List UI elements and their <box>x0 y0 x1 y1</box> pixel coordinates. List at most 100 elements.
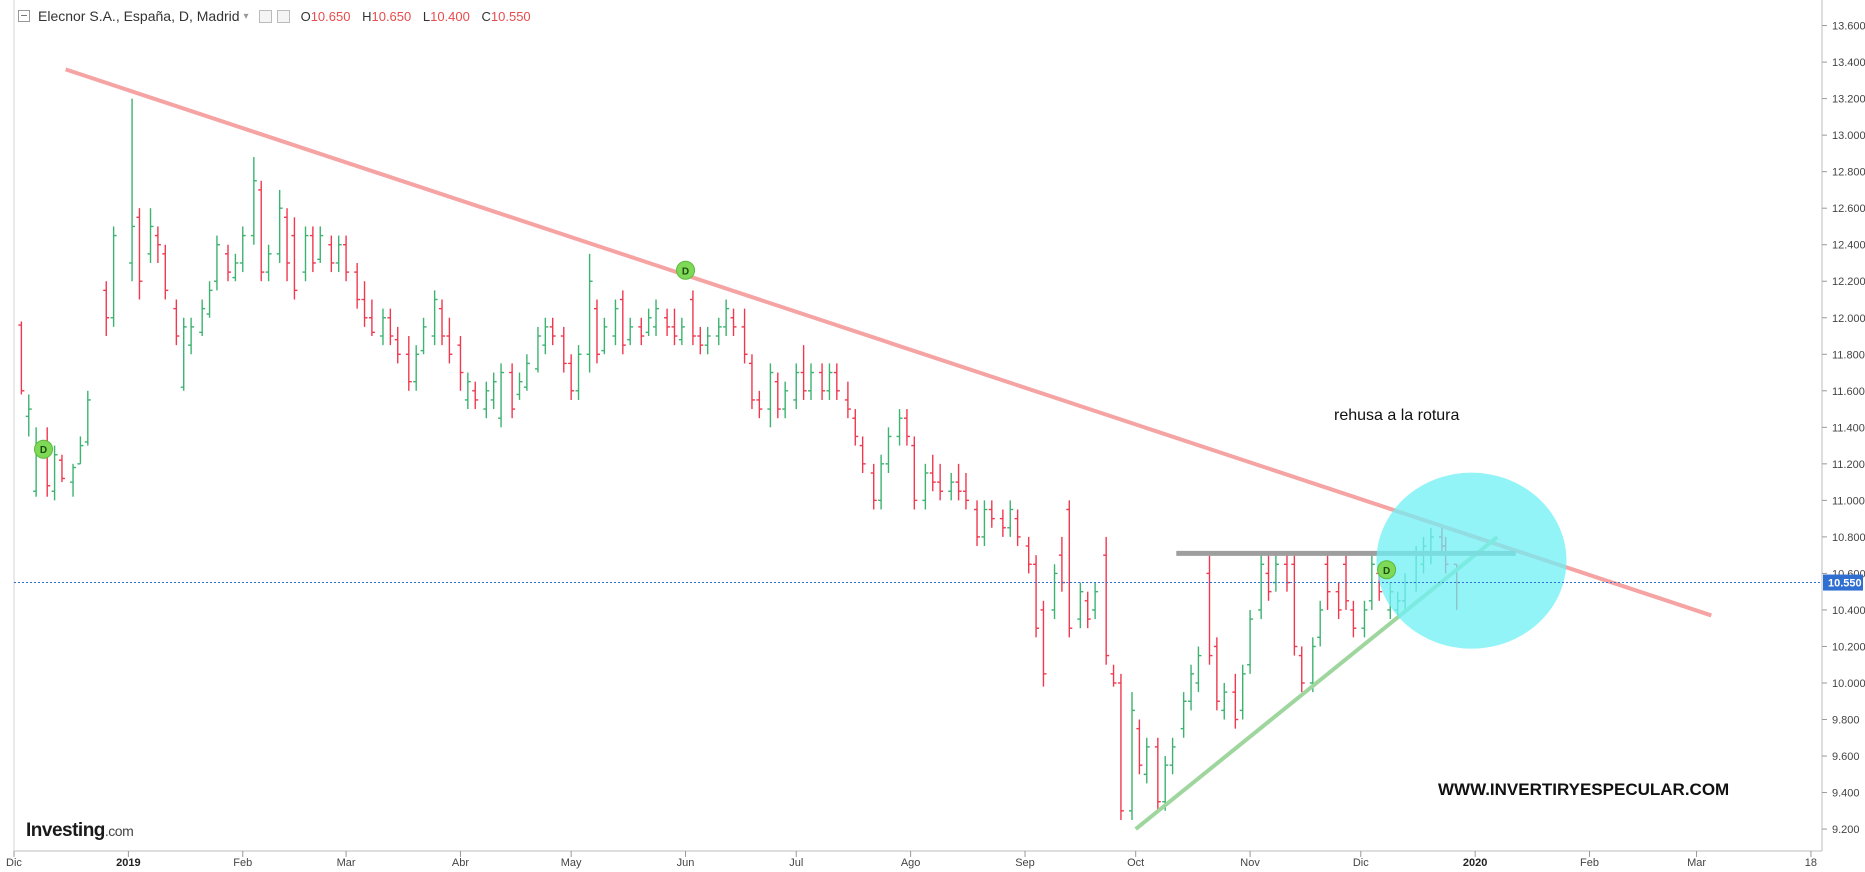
y-tick-label: 9.600 <box>1832 751 1860 763</box>
ohlc-bar <box>929 454 936 492</box>
ohlc-bar <box>704 326 711 355</box>
ohlc-bar <box>129 98 136 282</box>
ohlc-bar <box>1077 582 1084 629</box>
ohlc-bar <box>1265 555 1272 601</box>
ohlc-bar <box>671 308 678 346</box>
ohlc-bar <box>394 326 401 364</box>
ohlc-bar <box>309 226 316 273</box>
ohlc-bar <box>136 208 143 300</box>
collapse-icon[interactable] <box>18 10 30 22</box>
y-tick-label: 11.200 <box>1832 459 1865 471</box>
ohlc-bar <box>103 281 110 337</box>
ohlc-bar <box>368 299 375 337</box>
y-tick-label: 11.800 <box>1832 349 1865 361</box>
ohlc-bar <box>807 363 814 400</box>
instrument-title[interactable]: Elecnor S.A., España, D, Madrid <box>38 8 240 24</box>
ohlc-bar <box>878 454 885 510</box>
ohlc-bar <box>483 381 490 419</box>
ohlc-bar <box>1084 591 1091 629</box>
ohlc-bar <box>1335 582 1342 620</box>
ohlc-bar <box>793 363 800 410</box>
logo-domain: .com <box>104 823 134 839</box>
event-markers[interactable]: D D D <box>34 260 1397 580</box>
ohlc-bar <box>1169 737 1176 775</box>
ohlc-bar <box>206 281 213 318</box>
ohlc-bar <box>962 472 969 510</box>
watermark-text: WWW.INVERTIRYESPECULAR.COM <box>1438 780 1730 799</box>
low-label: L <box>422 8 431 24</box>
chart-header: Elecnor S.A., España, D, Madrid ▾ O10.65… <box>18 6 539 26</box>
ohlc-bar <box>490 372 497 410</box>
x-tick-label: Mar <box>337 857 356 869</box>
ohlc-bar <box>903 409 910 446</box>
y-tick-label: 12.000 <box>1832 313 1865 325</box>
ohlc-bar <box>110 226 117 327</box>
close-icon[interactable] <box>276 9 290 23</box>
ohlc-bar <box>1298 646 1305 693</box>
ohlc-bar <box>612 299 619 346</box>
ohlc-bar <box>1051 564 1058 620</box>
axes: 9.200 9.400 9.600 9.800 10.000 10.200 10.400 10… <box>6 0 1865 869</box>
y-tick-label: 12.200 <box>1832 276 1865 288</box>
settings-icon[interactable] <box>258 9 272 23</box>
ohlc-bar <box>387 308 394 346</box>
ohlc-bar <box>302 226 309 282</box>
ohlc-bar <box>981 500 988 547</box>
y-tick-label: 9.400 <box>1832 788 1860 800</box>
ohlc-bar <box>1117 673 1124 820</box>
x-tick-label: Sep <box>1015 857 1035 869</box>
ohlc-bar <box>782 381 789 419</box>
ohlc-bar <box>560 326 567 373</box>
ohlc-bar <box>1206 555 1213 665</box>
open-value: 10.650 <box>310 8 351 24</box>
y-tick-label: 9.200 <box>1832 824 1860 836</box>
x-tick-label: Ago <box>901 857 921 869</box>
ohlc-bar <box>509 363 516 419</box>
ohlc-bar <box>833 363 840 400</box>
ohlc-bar <box>1066 500 1073 638</box>
x-tick-label: Dic <box>6 857 22 869</box>
ohlc-bar <box>258 180 265 282</box>
ohlc-bar <box>1195 646 1202 693</box>
ohlc-bar <box>870 463 877 510</box>
ohlc-bar <box>741 308 748 364</box>
dividend-marker[interactable]: D <box>676 260 696 280</box>
dividend-marker[interactable]: D <box>34 439 54 459</box>
x-tick-label: Feb <box>1580 857 1599 869</box>
ohlc-bar <box>1110 664 1117 687</box>
ohlc-bar <box>1162 756 1169 811</box>
ohlc-bar <box>379 308 386 346</box>
y-tick-label: 10.200 <box>1832 641 1865 653</box>
ohlc-bar <box>18 321 25 395</box>
ohlc-bar <box>516 372 523 400</box>
ohlc-bar <box>58 454 65 483</box>
ohlc-bar <box>800 345 807 400</box>
ohlc-bar <box>988 500 995 528</box>
ohlc-bar <box>239 226 246 273</box>
ohlc-bar <box>774 372 781 419</box>
ohlc-bar <box>653 299 660 337</box>
x-tick-label: May <box>561 857 582 869</box>
ohlc-bar <box>974 500 981 547</box>
marker-label: D <box>40 445 47 456</box>
ohlc-bar <box>638 317 645 346</box>
ohlc-bar <box>619 290 626 355</box>
ohlc-bar <box>601 317 608 355</box>
ohlc-bar <box>1188 664 1195 711</box>
chevron-down-icon[interactable]: ▾ <box>243 10 249 22</box>
ohlc-bar <box>1309 637 1316 693</box>
ohlc-bar <box>335 235 342 273</box>
ohlc-bar <box>1247 609 1254 674</box>
ohlc-readout: O10.650 H10.650 L10.400 C10.550 <box>301 9 539 24</box>
ohlc-bar <box>664 308 671 337</box>
ohlc-bar <box>1258 555 1265 620</box>
ohlc-bar <box>826 363 833 400</box>
dividend-marker[interactable]: D <box>1377 560 1397 580</box>
ohlc-bar <box>154 226 161 263</box>
ohlc-bar <box>162 244 169 300</box>
ohlc-bar <box>948 472 955 501</box>
ohlc-bar <box>885 427 892 473</box>
highlight-circle[interactable] <box>1376 472 1567 649</box>
ohlc-bar <box>1136 719 1143 775</box>
